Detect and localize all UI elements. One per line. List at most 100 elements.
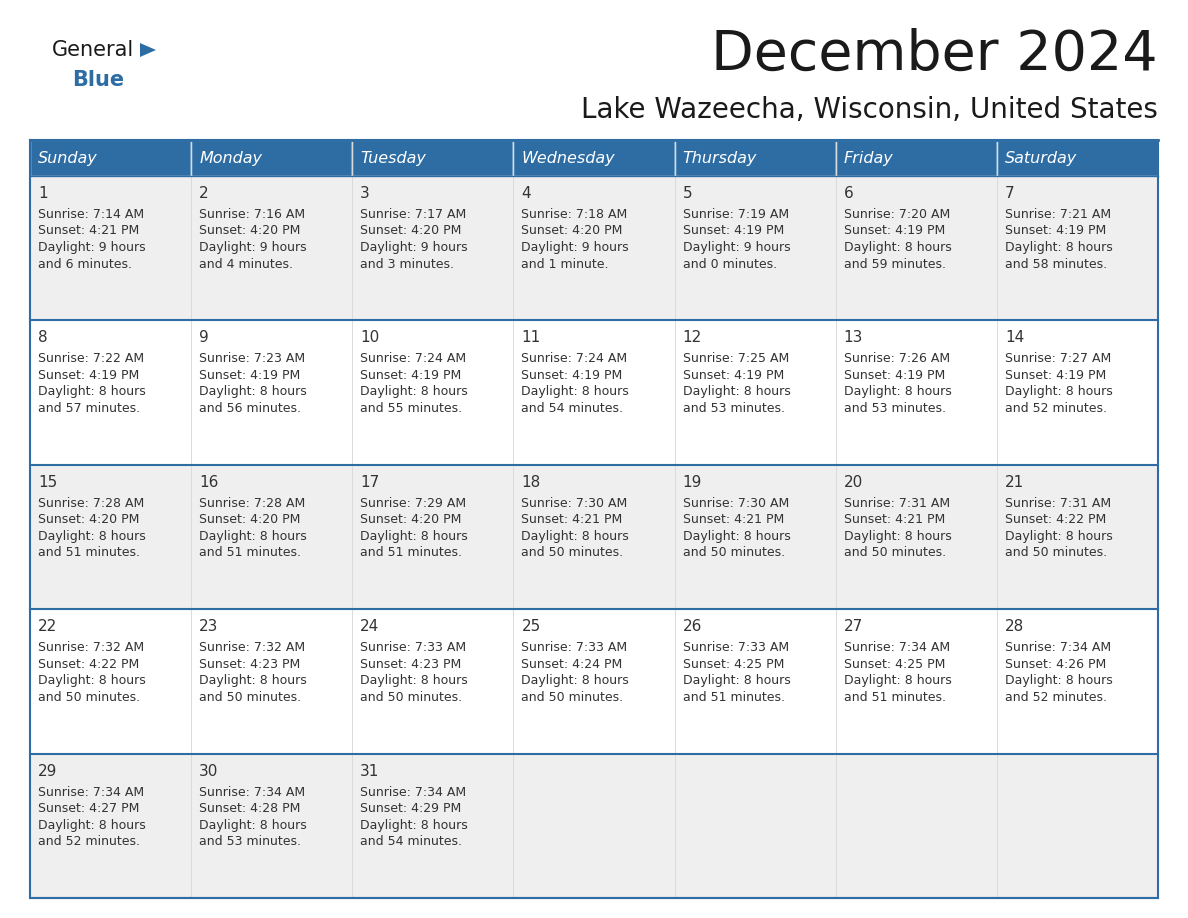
Bar [513, 754, 675, 898]
Text: Sunset: 4:25 PM: Sunset: 4:25 PM [683, 657, 784, 671]
Text: Sunrise: 7:24 AM: Sunrise: 7:24 AM [360, 353, 467, 365]
Text: and 51 minutes.: and 51 minutes. [360, 546, 462, 559]
Text: 31: 31 [360, 764, 380, 778]
Text: Daylight: 8 hours: Daylight: 8 hours [843, 530, 952, 543]
Text: Sunrise: 7:19 AM: Sunrise: 7:19 AM [683, 208, 789, 221]
Text: Daylight: 9 hours: Daylight: 9 hours [683, 241, 790, 254]
Bar [997, 610, 1158, 754]
Text: Daylight: 9 hours: Daylight: 9 hours [38, 241, 146, 254]
Text: Sunrise: 7:28 AM: Sunrise: 7:28 AM [200, 497, 305, 509]
Text: 27: 27 [843, 620, 862, 634]
Bar [835, 320, 997, 465]
Text: Sunrise: 7:32 AM: Sunrise: 7:32 AM [200, 641, 305, 655]
Text: Sunset: 4:19 PM: Sunset: 4:19 PM [522, 369, 623, 382]
Text: 5: 5 [683, 186, 693, 201]
Text: Friday: Friday [843, 151, 893, 165]
Text: Sunrise: 7:31 AM: Sunrise: 7:31 AM [843, 497, 950, 509]
Text: Sunset: 4:22 PM: Sunset: 4:22 PM [38, 657, 139, 671]
Text: Sunrise: 7:22 AM: Sunrise: 7:22 AM [38, 353, 144, 365]
Text: 4: 4 [522, 186, 531, 201]
Text: General: General [52, 40, 134, 60]
Text: Sunrise: 7:20 AM: Sunrise: 7:20 AM [843, 208, 950, 221]
Text: Sunset: 4:28 PM: Sunset: 4:28 PM [200, 802, 301, 815]
Text: Tuesday: Tuesday [360, 151, 426, 165]
Polygon shape [140, 43, 156, 57]
Text: Sunrise: 7:27 AM: Sunrise: 7:27 AM [1005, 353, 1111, 365]
Text: Sunset: 4:26 PM: Sunset: 4:26 PM [1005, 657, 1106, 671]
Text: Sunset: 4:23 PM: Sunset: 4:23 PM [200, 657, 301, 671]
Text: 13: 13 [843, 330, 864, 345]
Text: Sunrise: 7:24 AM: Sunrise: 7:24 AM [522, 353, 627, 365]
Text: Sunrise: 7:17 AM: Sunrise: 7:17 AM [360, 208, 467, 221]
Text: 9: 9 [200, 330, 209, 345]
Text: Sunset: 4:19 PM: Sunset: 4:19 PM [843, 369, 944, 382]
Text: Sunset: 4:22 PM: Sunset: 4:22 PM [1005, 513, 1106, 526]
Text: Blue: Blue [72, 70, 124, 90]
Text: Monday: Monday [200, 151, 263, 165]
Text: Sunset: 4:19 PM: Sunset: 4:19 PM [360, 369, 461, 382]
Bar [513, 140, 675, 176]
Text: Sunrise: 7:34 AM: Sunrise: 7:34 AM [200, 786, 305, 799]
Bar [353, 465, 513, 610]
Text: Daylight: 8 hours: Daylight: 8 hours [683, 530, 790, 543]
Text: Sunset: 4:23 PM: Sunset: 4:23 PM [360, 657, 461, 671]
Bar [191, 754, 353, 898]
Text: and 51 minutes.: and 51 minutes. [200, 546, 301, 559]
Text: Sunrise: 7:33 AM: Sunrise: 7:33 AM [360, 641, 467, 655]
Text: and 50 minutes.: and 50 minutes. [200, 690, 302, 704]
Text: Sunday: Sunday [38, 151, 97, 165]
Text: Daylight: 8 hours: Daylight: 8 hours [1005, 674, 1113, 688]
Text: Saturday: Saturday [1005, 151, 1078, 165]
Bar [191, 140, 353, 176]
Text: 16: 16 [200, 475, 219, 490]
Text: Sunrise: 7:33 AM: Sunrise: 7:33 AM [683, 641, 789, 655]
Text: Sunrise: 7:32 AM: Sunrise: 7:32 AM [38, 641, 144, 655]
Text: and 50 minutes.: and 50 minutes. [522, 546, 624, 559]
Text: 18: 18 [522, 475, 541, 490]
Text: and 52 minutes.: and 52 minutes. [1005, 402, 1107, 415]
Text: Sunrise: 7:28 AM: Sunrise: 7:28 AM [38, 497, 144, 509]
Bar [513, 320, 675, 465]
Bar [835, 610, 997, 754]
Bar [353, 320, 513, 465]
Text: Daylight: 8 hours: Daylight: 8 hours [360, 674, 468, 688]
Bar [513, 465, 675, 610]
Text: and 50 minutes.: and 50 minutes. [38, 690, 140, 704]
Bar [675, 610, 835, 754]
Text: 8: 8 [38, 330, 48, 345]
Text: Daylight: 8 hours: Daylight: 8 hours [683, 674, 790, 688]
Text: December 2024: December 2024 [712, 28, 1158, 82]
Text: 26: 26 [683, 620, 702, 634]
Text: 3: 3 [360, 186, 369, 201]
Text: Sunrise: 7:34 AM: Sunrise: 7:34 AM [1005, 641, 1111, 655]
Text: Sunset: 4:20 PM: Sunset: 4:20 PM [360, 225, 462, 238]
Text: and 54 minutes.: and 54 minutes. [522, 402, 624, 415]
Text: Daylight: 9 hours: Daylight: 9 hours [360, 241, 468, 254]
Text: and 50 minutes.: and 50 minutes. [522, 690, 624, 704]
Text: Sunset: 4:19 PM: Sunset: 4:19 PM [683, 369, 784, 382]
Bar [30, 320, 191, 465]
Text: Daylight: 8 hours: Daylight: 8 hours [200, 674, 307, 688]
Bar [191, 176, 353, 320]
Text: Sunrise: 7:14 AM: Sunrise: 7:14 AM [38, 208, 144, 221]
Text: Sunrise: 7:34 AM: Sunrise: 7:34 AM [360, 786, 467, 799]
Text: Daylight: 8 hours: Daylight: 8 hours [683, 386, 790, 398]
Text: and 52 minutes.: and 52 minutes. [1005, 690, 1107, 704]
Text: Sunrise: 7:31 AM: Sunrise: 7:31 AM [1005, 497, 1111, 509]
Text: Sunset: 4:21 PM: Sunset: 4:21 PM [38, 225, 139, 238]
Text: Sunrise: 7:26 AM: Sunrise: 7:26 AM [843, 353, 950, 365]
Text: Sunset: 4:19 PM: Sunset: 4:19 PM [1005, 225, 1106, 238]
Text: 1: 1 [38, 186, 48, 201]
Text: Sunset: 4:29 PM: Sunset: 4:29 PM [360, 802, 461, 815]
Text: Sunset: 4:19 PM: Sunset: 4:19 PM [38, 369, 139, 382]
Text: Daylight: 8 hours: Daylight: 8 hours [843, 241, 952, 254]
Text: Daylight: 8 hours: Daylight: 8 hours [843, 386, 952, 398]
Text: 6: 6 [843, 186, 853, 201]
Text: Lake Wazeecha, Wisconsin, United States: Lake Wazeecha, Wisconsin, United States [581, 96, 1158, 124]
Text: 30: 30 [200, 764, 219, 778]
Text: Sunset: 4:20 PM: Sunset: 4:20 PM [522, 225, 623, 238]
Bar [997, 465, 1158, 610]
Text: Sunset: 4:21 PM: Sunset: 4:21 PM [683, 513, 784, 526]
Bar [30, 140, 191, 176]
Text: Thursday: Thursday [683, 151, 757, 165]
